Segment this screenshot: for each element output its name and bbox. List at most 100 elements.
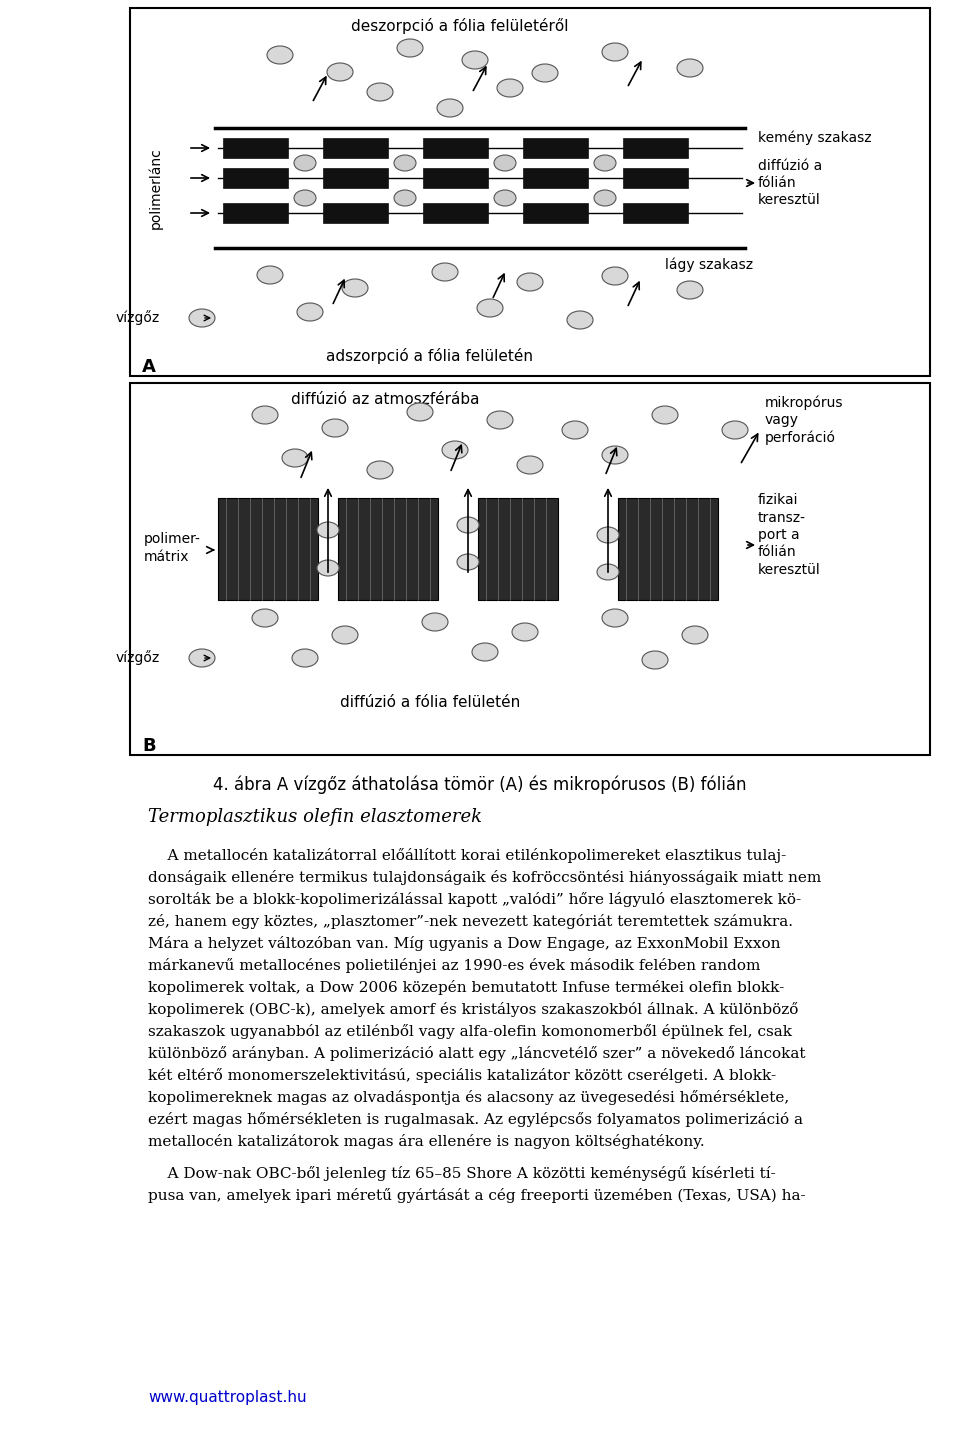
Text: deszorpció a fólia felületéről: deszorpció a fólia felületéről [351, 19, 568, 34]
Bar [223, 202, 287, 223]
Ellipse shape [297, 303, 323, 322]
Ellipse shape [457, 517, 479, 533]
Text: fizikai
transz-
port a
fólián
keresztül: fizikai transz- port a fólián keresztül [758, 494, 821, 577]
Ellipse shape [437, 99, 463, 116]
Text: ezért magas hőmérsékleten is rugalmasak. Az egylépcsős folyamatos polimerizáció : ezért magas hőmérsékleten is rugalmasak.… [148, 1111, 803, 1127]
Ellipse shape [517, 457, 543, 474]
Text: B: B [142, 737, 156, 755]
Ellipse shape [367, 83, 393, 101]
Ellipse shape [394, 155, 416, 171]
Bar [338, 498, 438, 600]
Ellipse shape [602, 267, 628, 284]
Bar [218, 498, 318, 600]
Ellipse shape [442, 441, 468, 460]
Ellipse shape [394, 190, 416, 205]
Text: 4. ábra A vízgőz áthatolása tömör (A) és mikropórusos (B) fólián: 4. ábra A vízgőz áthatolása tömör (A) és… [213, 775, 747, 794]
Ellipse shape [457, 554, 479, 570]
Text: adszorpció a fólia felületén: adszorpció a fólia felületén [326, 348, 534, 363]
Ellipse shape [532, 65, 558, 82]
Ellipse shape [327, 63, 353, 80]
Text: A Dow-nak OBC-ből jelenleg tíz 65–85 Shore A közötti keménységű kísérleti tí-: A Dow-nak OBC-ből jelenleg tíz 65–85 Sho… [148, 1166, 776, 1180]
Text: márkanevű metallocénes polietilénjei az 1990-es évek második felében random: márkanevű metallocénes polietilénjei az … [148, 958, 760, 974]
Ellipse shape [602, 43, 628, 60]
Bar [422, 138, 488, 158]
Ellipse shape [322, 419, 348, 437]
Ellipse shape [294, 190, 316, 205]
Bar [622, 202, 687, 223]
Bar [223, 138, 287, 158]
Ellipse shape [257, 266, 283, 284]
Text: sorolták be a blokk-kopolimerizálással kapott „valódi” hőre lágyuló elasztomerek: sorolták be a blokk-kopolimerizálással k… [148, 892, 802, 908]
Text: Mára a helyzet változóban van. Míg ugyanis a Dow Engage, az ExxonMobil Exxon: Mára a helyzet változóban van. Míg ugyan… [148, 936, 780, 951]
Ellipse shape [477, 299, 503, 317]
Ellipse shape [597, 564, 619, 580]
Ellipse shape [317, 523, 339, 538]
Ellipse shape [292, 649, 318, 666]
Text: zé, hanem egy köztes, „plasztomer”-nek nevezett kategóriát teremtettek számukra.: zé, hanem egy köztes, „plasztomer”-nek n… [148, 913, 793, 929]
Bar [478, 498, 558, 600]
Ellipse shape [722, 421, 748, 439]
Text: donságaik ellenére termikus tulajdonságaik és kofröccsöntési hiányosságaik miatt: donságaik ellenére termikus tulajdonsága… [148, 870, 821, 885]
Text: diffúzió a
fólián
keresztül: diffúzió a fólián keresztül [758, 159, 823, 207]
Bar [130, 383, 930, 755]
Ellipse shape [189, 649, 215, 666]
Ellipse shape [422, 613, 448, 630]
Text: polimerlánc: polimerlánc [148, 146, 162, 228]
Ellipse shape [677, 59, 703, 78]
Ellipse shape [597, 527, 619, 543]
Ellipse shape [397, 39, 423, 57]
Text: mikropórus
vagy
perforáció: mikropórus vagy perforáció [765, 395, 844, 445]
Bar [223, 168, 287, 188]
Text: A metallocén katalizátorral előállított korai etilénkopolimereket elasztikus tul: A metallocén katalizátorral előállított … [148, 849, 786, 863]
Ellipse shape [294, 155, 316, 171]
Text: két eltérő monomerszelektivitású, speciális katalizátor között cserélgeti. A blo: két eltérő monomerszelektivitású, speciá… [148, 1068, 776, 1083]
Text: kopolimereknek magas az olvadáspontja és alacsony az üvegesedési hőmérséklete,: kopolimereknek magas az olvadáspontja és… [148, 1090, 789, 1104]
Ellipse shape [332, 626, 358, 643]
Bar [622, 138, 687, 158]
Ellipse shape [282, 449, 308, 467]
Ellipse shape [602, 609, 628, 628]
Bar [130, 9, 930, 376]
Ellipse shape [682, 626, 708, 643]
Text: Termoplasztikus olefin elasztomerek: Termoplasztikus olefin elasztomerek [148, 808, 482, 826]
Text: vízgőz: vízgőz [116, 651, 160, 665]
Bar [522, 202, 588, 223]
Bar [422, 202, 488, 223]
Text: kopolimerek (OBC-k), amelyek amorf és kristályos szakaszokból állnak. A különböz: kopolimerek (OBC-k), amelyek amorf és kr… [148, 1002, 799, 1017]
Ellipse shape [189, 309, 215, 327]
Text: diffúzió az atmoszférába: diffúzió az atmoszférába [291, 392, 479, 406]
Bar [522, 138, 588, 158]
Ellipse shape [252, 406, 278, 424]
Ellipse shape [494, 155, 516, 171]
Bar [618, 498, 718, 600]
Ellipse shape [512, 623, 538, 640]
Text: diffúzió a fólia felületén: diffúzió a fólia felületén [340, 695, 520, 709]
Text: különböző arányban. A polimerizáció alatt egy „láncvetélő szer” a növekedő lánco: különböző arányban. A polimerizáció alat… [148, 1045, 805, 1061]
Text: szakaszok ugyanabból az etilénből vagy alfa-olefin komonomerből épülnek fel, csa: szakaszok ugyanabból az etilénből vagy a… [148, 1024, 792, 1040]
Bar [522, 168, 588, 188]
Ellipse shape [594, 190, 616, 205]
Text: www.quattroplast.hu: www.quattroplast.hu [148, 1390, 306, 1404]
Ellipse shape [602, 447, 628, 464]
Bar [323, 138, 388, 158]
Ellipse shape [472, 643, 498, 661]
Text: polimer-
mátrix: polimer- mátrix [144, 533, 201, 564]
Text: vízgőz: vízgőz [116, 310, 160, 326]
Ellipse shape [677, 281, 703, 299]
Ellipse shape [567, 312, 593, 329]
Ellipse shape [267, 46, 293, 65]
Ellipse shape [642, 651, 668, 669]
Bar [622, 168, 687, 188]
Ellipse shape [342, 279, 368, 297]
Ellipse shape [594, 155, 616, 171]
Bar [422, 168, 488, 188]
Ellipse shape [652, 406, 678, 424]
Ellipse shape [432, 263, 458, 281]
Ellipse shape [497, 79, 523, 98]
Ellipse shape [462, 52, 488, 69]
Bar [323, 168, 388, 188]
Bar [323, 202, 388, 223]
Ellipse shape [407, 404, 433, 421]
Ellipse shape [252, 609, 278, 628]
Ellipse shape [487, 411, 513, 429]
